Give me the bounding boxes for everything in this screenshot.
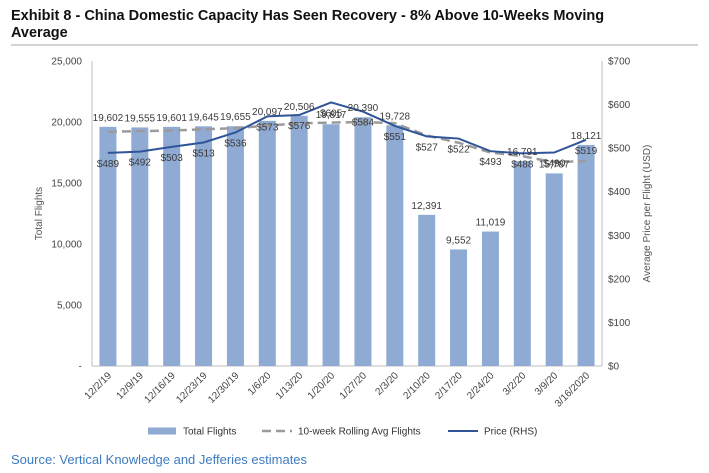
- data-label-price: $489: [97, 159, 120, 170]
- x-tick-label: 1/27/20: [338, 370, 370, 402]
- legend-label-price: Price (RHS): [484, 427, 537, 438]
- data-label-flights: 12,391: [411, 201, 442, 212]
- bar-total-flights: [290, 115, 308, 366]
- plot-area: 19,602 19,555 19,601 19,645 19,655 20,097 20,5…: [34, 57, 653, 438]
- x-tick-label: 2/3/20: [373, 370, 401, 398]
- x-tick-label: 12/9/19: [115, 370, 147, 402]
- y-right-tick-label: $200: [608, 274, 631, 285]
- series-line-price: [107, 101, 587, 155]
- data-label-flights: 19,728: [380, 111, 411, 122]
- x-tick-label: 12/30/19: [206, 370, 242, 406]
- bar-total-flights: [513, 161, 531, 366]
- bar-total-flights: [418, 214, 436, 366]
- data-label-price: $519: [575, 146, 598, 157]
- x-tick-label: 2/24/20: [465, 370, 497, 402]
- bar-total-flights: [450, 249, 468, 366]
- bar-total-flights: [481, 231, 499, 366]
- data-label-price: $488: [511, 159, 534, 170]
- bar-total-flights: [99, 126, 117, 367]
- data-label-flights: 11,019: [476, 218, 506, 229]
- data-label-price: $536: [224, 138, 247, 149]
- y-right-tick-label: $0: [608, 362, 620, 373]
- y-left-axis-title: Total Flights: [34, 187, 45, 240]
- legend-swatch-total-flights: [148, 427, 176, 435]
- data-label-price: $576: [288, 121, 311, 132]
- bar-total-flights: [354, 117, 372, 366]
- y-right-axis-title: Average Price per Flight (USD): [642, 145, 653, 283]
- bar-total-flights: [226, 126, 244, 366]
- y-right-tick-label: $300: [608, 231, 631, 242]
- data-label-price: $522: [447, 145, 470, 156]
- data-label-flights: 19,601: [156, 113, 187, 124]
- data-label-price: $584: [352, 118, 375, 129]
- x-tick-label: 1/13/20: [274, 370, 306, 402]
- y-right-tick-label: $100: [608, 318, 631, 329]
- source-note: Source: Vertical Knowledge and Jefferies…: [11, 452, 308, 467]
- y-right-tick-label: $500: [608, 144, 631, 155]
- x-tick-label: 1/6/20: [246, 370, 274, 398]
- x-tick-label: 12/23/19: [174, 370, 210, 406]
- x-tick-label: 3/9/20: [533, 370, 561, 398]
- data-label-flights: 19,645: [188, 112, 219, 123]
- x-tick-label: 3/16/2020: [553, 370, 593, 410]
- chart-title-line1: Exhibit 8 - China Domestic Capacity Has …: [11, 8, 604, 24]
- bar-total-flights: [163, 126, 181, 366]
- data-label-flights: 18,121: [571, 131, 602, 142]
- data-label-flights: 20,097: [252, 107, 283, 118]
- data-label-flights: 9,552: [446, 235, 471, 246]
- data-label-price: $490: [543, 159, 566, 170]
- data-label-price: $573: [256, 122, 279, 133]
- bar-total-flights: [577, 144, 595, 366]
- data-label-flights: 16,791: [507, 147, 538, 158]
- data-label-flights: 15,787: [539, 159, 570, 170]
- data-label-price: $513: [192, 148, 215, 159]
- legend-label-rolling-avg: 10-week Rolling Avg Flights: [298, 427, 421, 438]
- bar-total-flights: [386, 125, 404, 367]
- x-tick-label: 1/20/20: [306, 370, 338, 402]
- y-left-tick-label: -: [79, 362, 82, 373]
- y-left-tick-label: 10,000: [51, 240, 82, 251]
- y-right-tick-label: $600: [608, 100, 631, 111]
- x-tick-label: 12/16/19: [142, 370, 178, 406]
- bar-total-flights: [545, 173, 563, 366]
- chart-title-line2: Average: [11, 25, 68, 41]
- data-label-flights: 19,817: [316, 110, 347, 121]
- y-right-tick-label: $400: [608, 187, 631, 198]
- data-label-flights: 20,506: [284, 102, 315, 113]
- data-label-price: $527: [416, 142, 439, 153]
- data-label-flights: 19,602: [93, 113, 124, 124]
- data-label-flights: 19,555: [125, 113, 156, 124]
- data-label-price: $605: [320, 108, 343, 119]
- bar-total-flights: [195, 126, 213, 367]
- bar-total-flights: [258, 120, 276, 367]
- data-label-price: $551: [384, 132, 407, 143]
- y-left-tick-label: 15,000: [51, 179, 82, 190]
- y-left-tick-label: 20,000: [51, 118, 82, 129]
- y-left-tick-label: 25,000: [51, 57, 82, 68]
- data-label-flights: 20,390: [348, 103, 379, 114]
- bar-total-flights: [131, 127, 149, 366]
- data-label-price: $493: [479, 157, 502, 168]
- series-line-rolling-avg: [107, 120, 587, 164]
- legend-label-total-flights: Total Flights: [183, 427, 236, 438]
- y-right-tick-label: $700: [608, 57, 631, 68]
- x-tick-label: 2/17/20: [433, 370, 465, 402]
- data-label-flights: 19,655: [220, 112, 251, 123]
- x-tick-label: 2/10/20: [401, 370, 433, 402]
- x-tick-label: 3/2/20: [501, 370, 529, 398]
- data-label-price: $503: [161, 153, 184, 164]
- data-label-price: $492: [129, 158, 152, 169]
- y-left-tick-label: 5,000: [57, 301, 82, 312]
- x-tick-label: 12/2/19: [83, 370, 115, 402]
- bar-total-flights: [322, 124, 340, 366]
